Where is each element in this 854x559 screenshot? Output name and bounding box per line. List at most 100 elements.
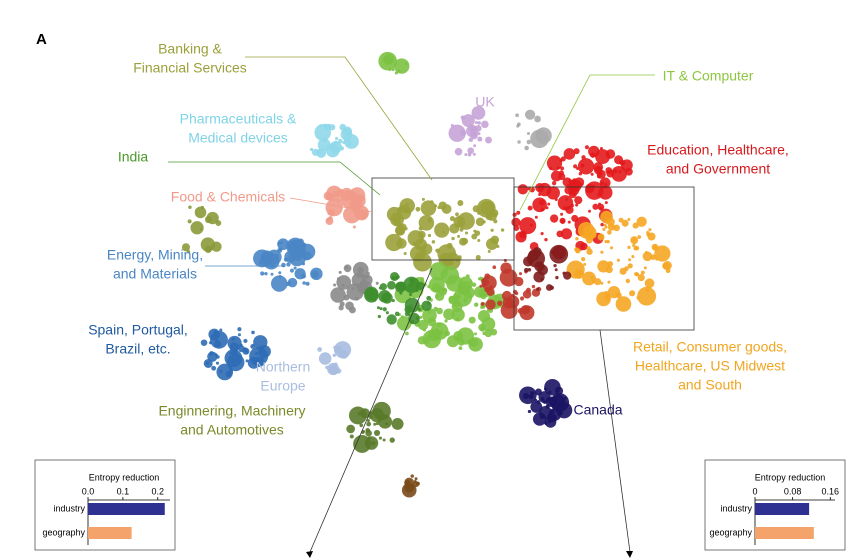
bubble	[482, 220, 486, 224]
bubble	[190, 221, 204, 235]
bubble	[338, 270, 342, 274]
bubble	[640, 270, 645, 275]
bubble	[568, 179, 572, 183]
bubble	[278, 247, 283, 251]
bubble	[637, 235, 642, 239]
bubble	[452, 293, 460, 301]
bubble	[480, 302, 485, 306]
bubble	[560, 156, 566, 162]
bubble	[517, 307, 524, 314]
bubble	[500, 228, 505, 232]
bubble	[560, 166, 565, 171]
bubble	[593, 166, 603, 175]
bubble	[549, 214, 559, 223]
bubble	[597, 233, 605, 241]
bubble	[662, 261, 672, 271]
bubble	[375, 421, 379, 426]
bubble	[497, 300, 503, 306]
bubble	[199, 227, 203, 231]
bubble	[366, 419, 370, 423]
bubble	[393, 58, 410, 74]
bubble	[181, 243, 191, 252]
bubble	[243, 338, 248, 344]
bubble	[373, 429, 381, 436]
bubble	[382, 307, 387, 312]
bubble	[427, 317, 437, 327]
bubble	[637, 274, 645, 282]
bubble	[414, 477, 418, 481]
cluster-label: Education, Healthcare,	[647, 142, 789, 158]
bubble	[597, 260, 610, 273]
bubble	[583, 262, 587, 266]
category-label: industry	[720, 503, 752, 513]
bubble	[418, 230, 426, 239]
bubble	[635, 272, 640, 277]
bubble	[395, 282, 404, 291]
bubble	[519, 217, 537, 235]
bubble	[427, 233, 432, 238]
cluster-label: Food & Chemicals	[171, 189, 285, 205]
bubble	[344, 266, 348, 270]
bubble	[409, 277, 415, 284]
bubble	[533, 271, 545, 283]
bubble	[600, 250, 604, 254]
bubble	[472, 126, 478, 131]
bubble	[625, 278, 631, 284]
bubble	[582, 271, 597, 286]
bubble	[512, 212, 517, 217]
bubble	[549, 244, 569, 264]
bubble	[454, 147, 463, 156]
bubble	[349, 434, 354, 439]
bubble	[383, 414, 387, 418]
bubble	[512, 289, 518, 295]
bubble	[328, 215, 333, 221]
bubble	[550, 393, 570, 412]
bubble	[251, 330, 255, 335]
bubble	[500, 262, 512, 274]
bubble	[485, 136, 492, 144]
bubble	[344, 134, 359, 149]
bubble	[330, 287, 346, 303]
bubble	[609, 246, 614, 250]
cluster-label: Spain, Portugal,	[88, 322, 188, 338]
bubble	[577, 158, 595, 175]
bubble	[549, 166, 553, 170]
bubble	[415, 316, 420, 321]
bubble	[517, 184, 528, 195]
bubble	[479, 284, 483, 288]
bubble	[477, 277, 481, 281]
bubble	[266, 249, 282, 265]
bubble	[369, 408, 384, 423]
bubble	[564, 186, 573, 195]
bar	[755, 527, 814, 539]
bubble	[247, 356, 260, 369]
bubble	[371, 441, 376, 446]
bubble	[482, 278, 486, 282]
cluster-label: Enginnering, Machinery	[158, 403, 305, 419]
bubble	[277, 241, 281, 245]
bubble	[459, 227, 464, 232]
bubble	[416, 481, 420, 486]
bubble	[250, 344, 256, 349]
bubble	[404, 311, 410, 317]
bubble	[421, 197, 425, 201]
bubble	[231, 350, 238, 357]
bubble	[595, 149, 611, 165]
bubble	[229, 351, 233, 355]
bubble	[309, 147, 314, 152]
bubble	[425, 335, 432, 342]
bubble	[373, 422, 377, 426]
bubble	[577, 221, 595, 239]
bubble	[517, 140, 521, 144]
bubble	[367, 436, 371, 440]
bubble	[464, 153, 468, 157]
bubble	[553, 263, 557, 268]
bubble	[613, 169, 618, 174]
cluster-label: Canada	[573, 402, 622, 418]
bubble	[377, 314, 382, 319]
bubble	[434, 291, 445, 301]
bubble	[346, 424, 355, 434]
bubble	[271, 275, 288, 292]
bubble	[546, 186, 560, 200]
